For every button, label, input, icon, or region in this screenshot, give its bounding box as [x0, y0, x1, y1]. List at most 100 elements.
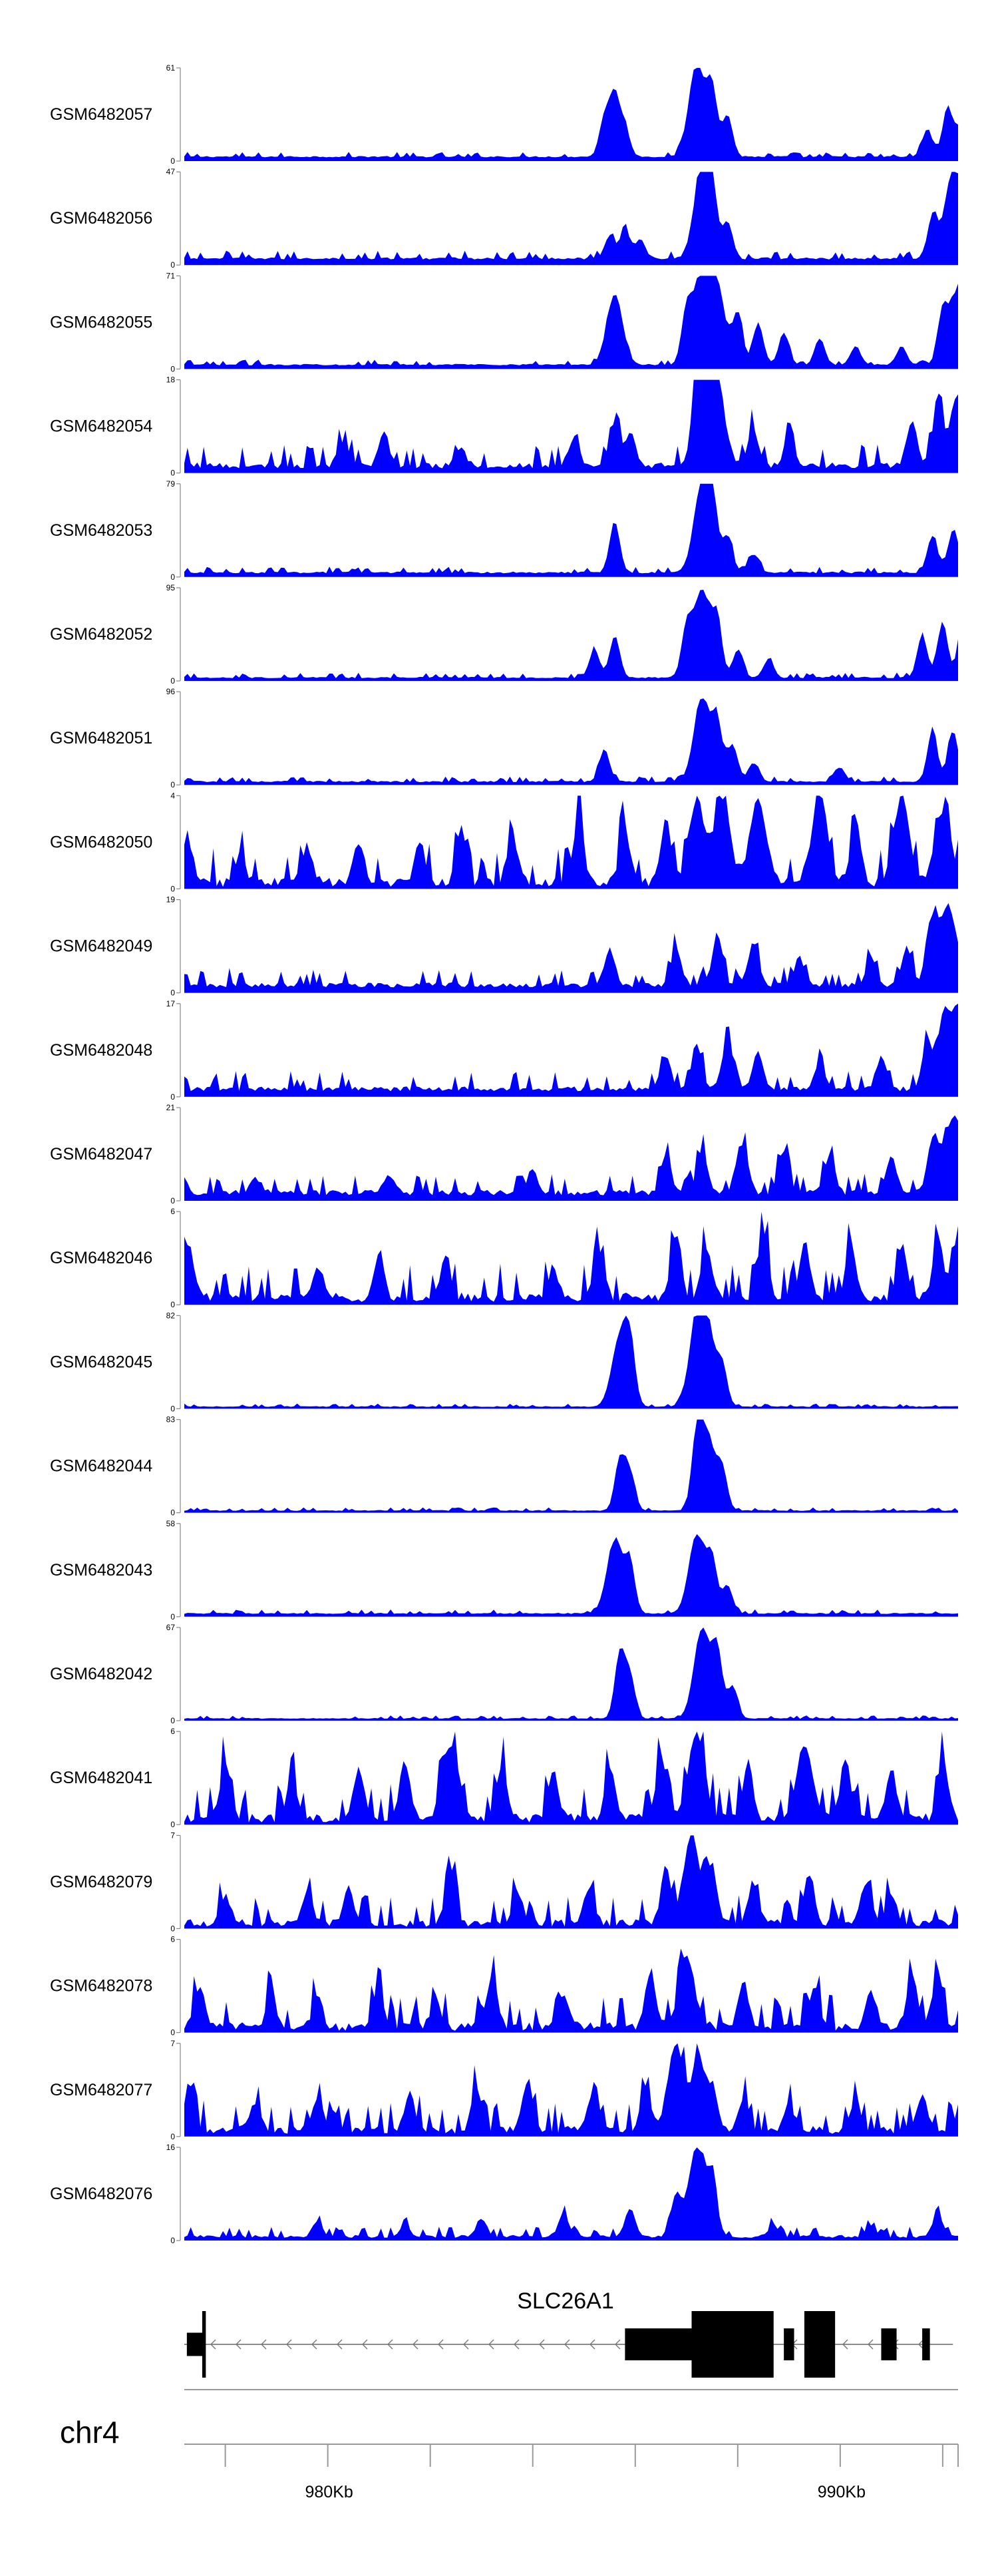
y-max-label: 17 — [166, 999, 176, 1008]
coverage-area — [184, 698, 958, 785]
track-label: GSM6482048 — [50, 1041, 152, 1060]
y-max-label: 79 — [166, 479, 176, 489]
coverage-area — [184, 1419, 958, 1513]
track-GSM6482056: GSM6482056 47 0 — [50, 167, 958, 270]
track-label: GSM6482079 — [50, 1872, 152, 1891]
gene-exon — [881, 2328, 897, 2360]
track-GSM6482041: GSM6482041 6 0 — [50, 1727, 958, 1829]
strand-arrow — [514, 2339, 520, 2350]
track-GSM6482045: GSM6482045 82 0 — [50, 1311, 958, 1413]
track-label: GSM6482053 — [50, 521, 152, 540]
y-max-label: 61 — [166, 63, 176, 73]
track-GSM6482050: GSM6482050 4 0 — [50, 791, 958, 893]
track-label: GSM6482077 — [50, 2081, 152, 2099]
track-GSM6482042: GSM6482042 67 0 — [50, 1623, 958, 1725]
y-max-label: 82 — [166, 1311, 176, 1320]
track-label: GSM6482078 — [50, 1977, 152, 1996]
coverage-area — [184, 1115, 958, 1201]
coverage-area — [184, 1003, 958, 1097]
gene-exon — [625, 2328, 692, 2360]
track-GSM6482054: GSM6482054 18 0 — [50, 375, 958, 478]
strand-arrow — [311, 2339, 317, 2350]
track-GSM6482044: GSM6482044 83 0 — [50, 1415, 958, 1518]
track-label: GSM6482046 — [50, 1249, 152, 1267]
track-label: GSM6482050 — [50, 833, 152, 851]
y-max-label: 6 — [170, 1935, 175, 1944]
gene-exon — [691, 2311, 774, 2378]
track-label: GSM6482042 — [50, 1665, 152, 1683]
strand-arrow — [413, 2339, 418, 2350]
strand-arrow — [918, 2339, 924, 2350]
strand-arrow — [463, 2339, 469, 2350]
track-label: GSM6482041 — [50, 1769, 152, 1787]
y-min-label: 0 — [170, 1716, 175, 1725]
y-min-label: 0 — [170, 1196, 175, 1205]
y-max-label: 6 — [170, 1207, 175, 1216]
coverage-area — [184, 2147, 958, 2241]
track-GSM6482055: GSM6482055 71 0 — [50, 271, 958, 373]
axis-tick-label: 990Kb — [818, 2483, 866, 2501]
genome-axis-track: chr4 980Kb 990Kb — [60, 2389, 959, 2501]
track-GSM6482079: GSM6482079 7 0 — [50, 1830, 958, 1933]
coverage-area — [184, 1731, 958, 1825]
track-GSM6482077: GSM6482077 7 0 — [50, 2039, 958, 2141]
track-GSM6482046: GSM6482046 6 0 — [50, 1207, 958, 1309]
strand-arrow — [438, 2339, 444, 2350]
strand-arrow — [261, 2339, 267, 2350]
y-max-label: 83 — [166, 1415, 176, 1424]
strand-arrow — [615, 2339, 621, 2350]
y-max-label: 7 — [170, 2039, 175, 2048]
track-label: GSM6482044 — [50, 1457, 152, 1476]
coverage-area — [184, 590, 958, 681]
strand-arrow — [337, 2339, 343, 2350]
coverage-area — [184, 1211, 958, 1305]
y-max-label: 7 — [170, 1830, 175, 1840]
y-min-label: 0 — [170, 1612, 175, 1621]
track-label: GSM6482047 — [50, 1145, 152, 1164]
track-GSM6482076: GSM6482076 16 0 — [50, 2143, 958, 2245]
coverage-area — [184, 276, 958, 369]
strand-arrow — [362, 2339, 368, 2350]
y-min-label: 0 — [170, 1820, 175, 1829]
track-label: GSM6482076 — [50, 2185, 152, 2203]
gene-exon — [202, 2311, 206, 2378]
y-max-label: 16 — [166, 2143, 176, 2152]
track-label: GSM6482049 — [50, 937, 152, 956]
y-min-label: 0 — [170, 988, 175, 998]
y-min-label: 0 — [170, 2236, 175, 2245]
strand-arrow — [236, 2339, 242, 2350]
y-min-label: 0 — [170, 1508, 175, 1518]
track-GSM6482049: GSM6482049 19 0 — [50, 895, 958, 998]
strand-arrow — [210, 2339, 216, 2350]
y-min-label: 0 — [170, 469, 175, 478]
gene-exon — [922, 2328, 930, 2360]
track-label: GSM6482052 — [50, 625, 152, 644]
axis-tick-label: 980Kb — [305, 2483, 353, 2501]
coverage-area — [184, 172, 958, 266]
y-min-label: 0 — [170, 2132, 175, 2141]
y-max-label: 95 — [166, 583, 176, 592]
y-max-label: 6 — [170, 1727, 175, 1736]
strand-arrow — [539, 2339, 545, 2350]
coverage-area — [184, 1835, 958, 1929]
y-min-label: 0 — [170, 364, 175, 373]
y-min-label: 0 — [170, 780, 175, 789]
track-GSM6482053: GSM6482053 79 0 — [50, 479, 958, 582]
track-GSM6482047: GSM6482047 21 0 — [50, 1103, 958, 1205]
coverage-area — [184, 2043, 958, 2137]
y-min-label: 0 — [170, 1924, 175, 1933]
strand-arrow — [589, 2339, 595, 2350]
coverage-area — [184, 68, 958, 161]
track-label: GSM6482056 — [50, 209, 152, 228]
strand-arrow — [868, 2339, 874, 2350]
track-label: GSM6482051 — [50, 729, 152, 748]
track-label: GSM6482054 — [50, 417, 152, 436]
y-max-label: 47 — [166, 167, 176, 176]
gene-annotation-track: SLC26A1 — [184, 2288, 953, 2378]
y-max-label: 21 — [166, 1103, 176, 1112]
strand-arrow — [488, 2339, 494, 2350]
coverage-area — [184, 903, 958, 993]
coverage-tracks: GSM6482057610GSM6482056470GSM6482055710G… — [50, 63, 958, 2245]
coverage-area — [184, 1948, 958, 2033]
gene-exon — [186, 2332, 205, 2356]
